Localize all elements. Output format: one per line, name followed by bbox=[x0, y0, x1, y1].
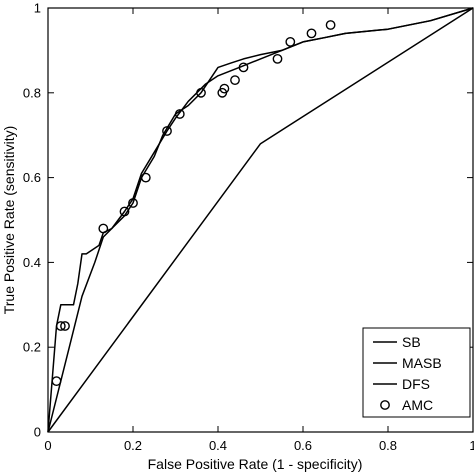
legend-label-dfs: DFS bbox=[402, 376, 430, 392]
series-marker-amc bbox=[230, 75, 240, 86]
series-marker-amc bbox=[272, 54, 283, 64]
series-marker-amc bbox=[162, 126, 172, 136]
series-marker-amc bbox=[306, 28, 317, 39]
y-tick-label: 0 bbox=[34, 425, 41, 440]
y-tick-label: 0.6 bbox=[23, 170, 41, 185]
series-marker-amc bbox=[219, 83, 230, 94]
series-marker-amc bbox=[60, 321, 70, 331]
legend-box bbox=[362, 327, 471, 418]
y-tick-label: 0.2 bbox=[23, 340, 41, 355]
legend: SB MASB DFS AMC bbox=[362, 327, 471, 418]
series-marker-amc bbox=[119, 206, 130, 217]
series-marker-amc bbox=[325, 20, 336, 30]
series-marker-amc bbox=[238, 62, 249, 73]
series-marker-amc bbox=[140, 172, 151, 183]
legend-label-masb: MASB bbox=[402, 355, 442, 371]
legend-label-sb: SB bbox=[402, 334, 421, 350]
series-marker-amc bbox=[174, 109, 185, 119]
series-marker-amc bbox=[98, 223, 109, 234]
x-tick-label: 0.8 bbox=[379, 438, 397, 453]
series-marker-amc bbox=[128, 198, 138, 208]
legend-label-amc: AMC bbox=[402, 397, 433, 413]
legend-swatch-amc bbox=[380, 400, 390, 410]
series-layer bbox=[47, 7, 474, 433]
series-line-sb bbox=[47, 7, 474, 433]
series-marker-amc bbox=[196, 87, 206, 98]
y-axis-label: True Positive Rate (sensitivity) bbox=[1, 126, 17, 315]
series-marker-amc bbox=[51, 376, 62, 386]
series-marker-amc bbox=[285, 37, 296, 47]
x-tick-label: 1 bbox=[469, 438, 474, 453]
tick-layer: 0 0.2 0.4 0.6 0.8 1 0 0.2 0.4 0.6 0.8 1 bbox=[23, 1, 474, 454]
x-tick-label: 0.2 bbox=[124, 438, 142, 453]
y-tick-label: 1 bbox=[34, 1, 41, 16]
y-tick-label: 0.4 bbox=[23, 255, 41, 270]
x-tick-label: 0 bbox=[44, 438, 51, 453]
y-tick-label: 0.8 bbox=[23, 85, 41, 100]
x-tick-label: 0.6 bbox=[294, 438, 312, 453]
x-axis-label: False Positive Rate (1 - specificity) bbox=[148, 456, 363, 472]
x-tick-label: 0.4 bbox=[209, 438, 227, 453]
series-marker-amc bbox=[55, 321, 66, 331]
